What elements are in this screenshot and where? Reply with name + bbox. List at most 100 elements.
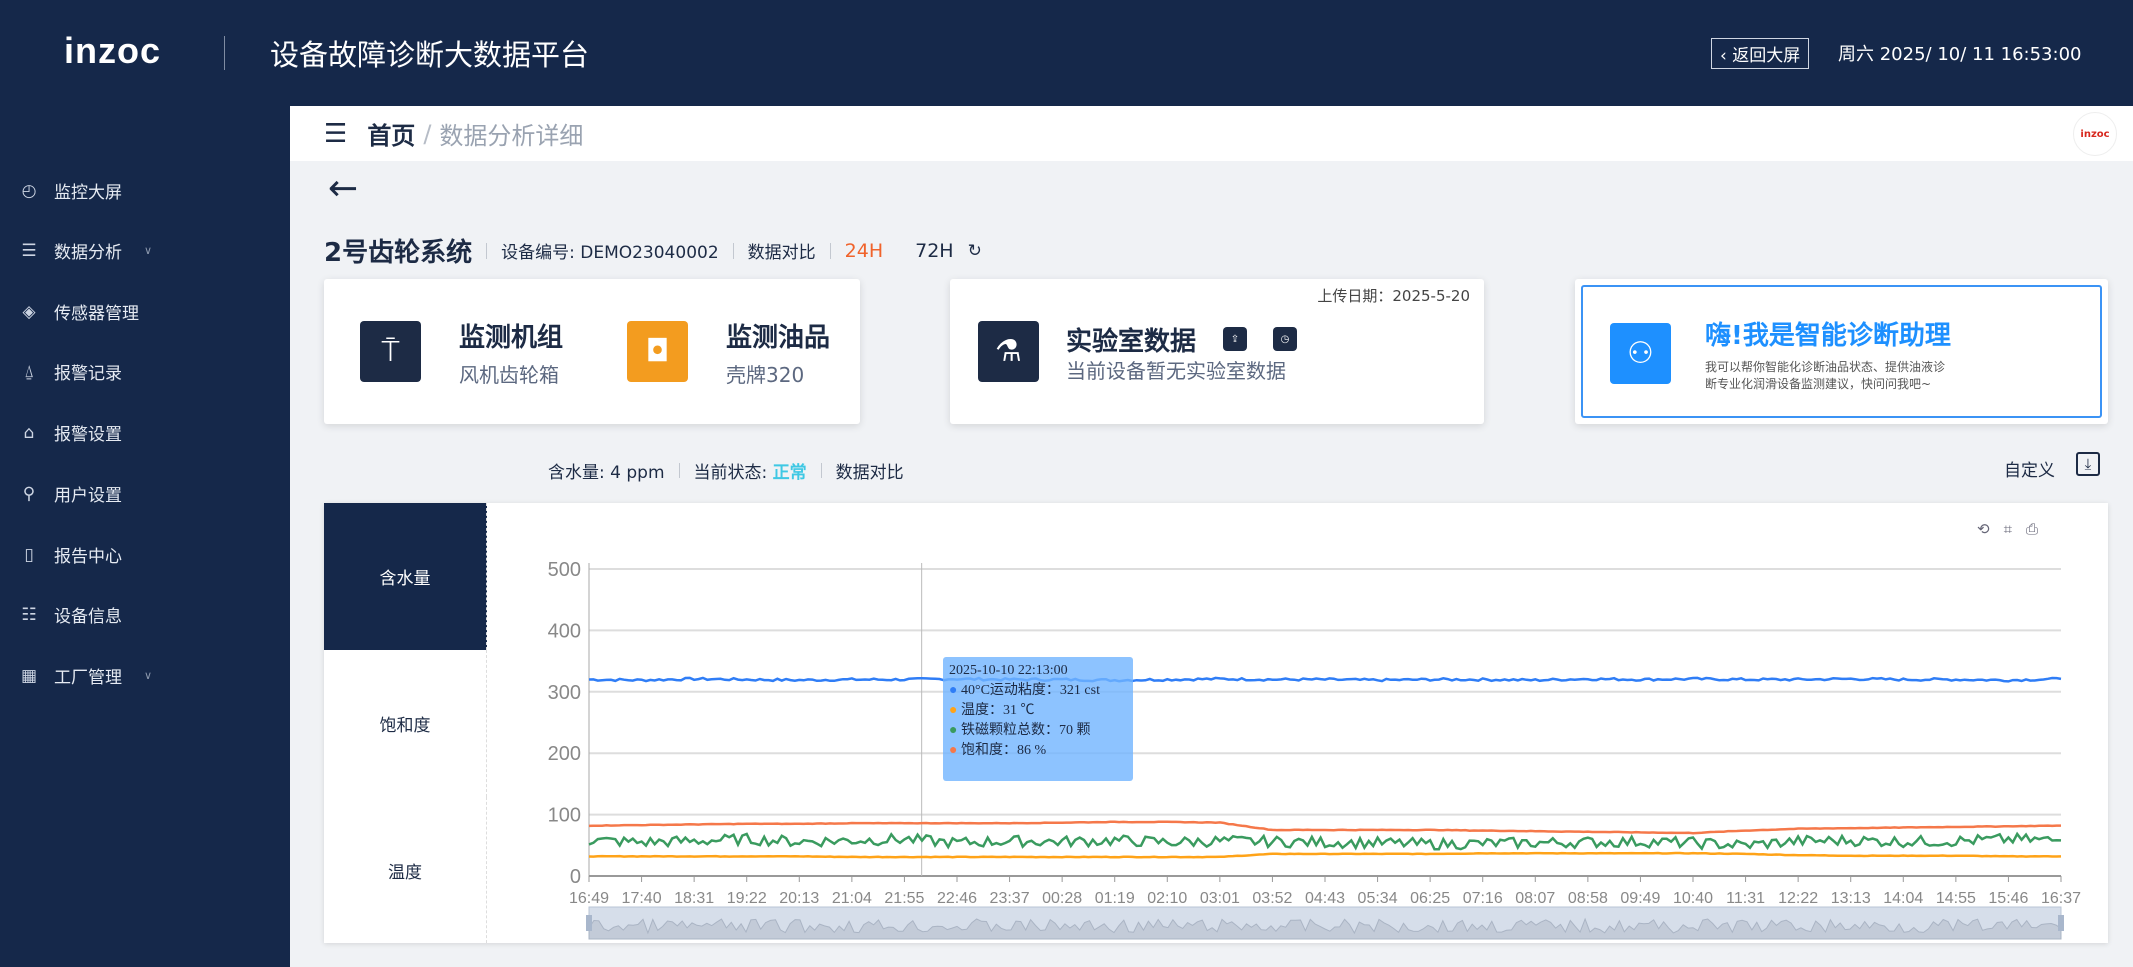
user-icon: ⚲ bbox=[22, 483, 36, 504]
device-name: 2号齿轮系统 bbox=[324, 238, 473, 268]
assistant-card[interactable]: ⚇ 嗨!我是智能诊断助理 我可以帮你智能化诊断油品状态、提供油液诊 断专业化润滑设… bbox=[1575, 279, 2108, 424]
refresh-icon[interactable]: ↻ bbox=[967, 240, 982, 261]
logo: inzoc bbox=[64, 30, 162, 71]
x-tick-label: 12:22 bbox=[1778, 890, 1818, 907]
x-tick-label: 14:55 bbox=[1936, 890, 1976, 907]
sidebar-item-monitor[interactable]: ◴ 监控大屏 bbox=[18, 178, 122, 204]
chart-tooltip: 2025-10-10 22:13:00 ● 40°C运动粘度：321 cst ●… bbox=[943, 657, 1133, 781]
menu-collapse-icon[interactable]: ☰ bbox=[324, 118, 348, 149]
restore-icon[interactable]: ⟲ bbox=[1977, 520, 1990, 538]
x-tick-label: 22:46 bbox=[937, 890, 977, 907]
device-title-row: 2号齿轮系统 设备编号: DEMO23040002 数据对比 24H 72H ↻ bbox=[324, 232, 982, 269]
oil-barrel-icon: ◘ bbox=[627, 321, 688, 382]
sidebar-item-alarm-settings[interactable]: ⌂ 报警设置 bbox=[18, 420, 122, 446]
y-tick-label: 400 bbox=[548, 620, 581, 642]
datazoom-preview bbox=[588, 917, 2062, 940]
x-tick-label: 16:37 bbox=[2041, 890, 2081, 907]
report-icon: ▯ bbox=[24, 544, 34, 565]
tab-temperature[interactable]: 温度 bbox=[324, 797, 487, 943]
customize-button[interactable]: 自定义 bbox=[2004, 461, 2055, 481]
water-value: 4 ppm bbox=[610, 463, 665, 483]
series-line-1 bbox=[588, 851, 2062, 859]
layers-icon: ◈ bbox=[22, 301, 36, 322]
microscope-icon: ⚗ bbox=[978, 321, 1039, 382]
x-tick-label: 03:01 bbox=[1200, 890, 1240, 907]
dashboard-gauge-icon: ◴ bbox=[21, 180, 37, 201]
alarm-setting-icon: ⌂ bbox=[23, 422, 35, 443]
datetime: 周六 2025/ 10/ 11 16:53:00 bbox=[1838, 44, 2082, 65]
grid-icon: ▦ bbox=[20, 665, 38, 686]
avatar[interactable]: inzoc bbox=[2073, 112, 2117, 156]
history-icon[interactable]: ◷ bbox=[1273, 327, 1297, 351]
x-tick-label: 21:04 bbox=[832, 890, 872, 907]
x-tick-label: 07:16 bbox=[1463, 890, 1503, 907]
robot-icon: ⚇ bbox=[1610, 323, 1671, 384]
chart-panel: 含水量 饱和度 温度 ⟲ ⌗ ⎙ 0 100 200 300 400 500 16:49 17:4… bbox=[324, 503, 2108, 943]
range-24h[interactable]: 24H bbox=[844, 239, 884, 262]
zoom-select-icon[interactable]: ⌗ bbox=[2003, 520, 2013, 538]
status-row: 含水量: 4 ppm 当前状态: 正常 数据对比 bbox=[548, 458, 904, 483]
x-tick-label: 19:22 bbox=[727, 890, 767, 907]
sidebar-item-reports[interactable]: ▯ 报告中心 bbox=[18, 542, 122, 568]
breadcrumb-home[interactable]: 首页 bbox=[367, 122, 416, 150]
sidebar-item-factory[interactable]: ▦ 工厂管理 ∨ bbox=[18, 663, 153, 689]
x-tick-label: 05:34 bbox=[1358, 890, 1398, 907]
top-header: inzoc 设备故障诊断大数据平台 ‹ 返回大屏 周六 2025/ 10/ 11… bbox=[0, 0, 2133, 106]
status-badge: 正常 bbox=[772, 463, 807, 483]
sidebar-item-device-info[interactable]: ☷ 设备信息 bbox=[18, 602, 122, 628]
x-tick-label: 01:19 bbox=[1095, 890, 1135, 907]
sidebar: ◴ 监控大屏 ☰ 数据分析 ∨ ◈ 传感器管理 ⍙ 报警记录 ⌂ 报警设置 ⚲ 用户设置 ▯ 报… bbox=[0, 106, 290, 967]
x-tick-label: 14:04 bbox=[1883, 890, 1923, 907]
x-tick-label: 08:58 bbox=[1568, 890, 1608, 907]
y-tick-label: 200 bbox=[548, 743, 581, 765]
compare-link[interactable]: 数据对比 bbox=[747, 243, 816, 263]
back-to-dashboard-button[interactable]: ‹ 返回大屏 bbox=[1711, 38, 1810, 69]
x-tick-label: 00:28 bbox=[1042, 890, 1082, 907]
x-tick-label: 03:52 bbox=[1252, 890, 1292, 907]
sidebar-item-analysis[interactable]: ☰ 数据分析 ∨ bbox=[18, 238, 152, 264]
tab-water[interactable]: 含水量 bbox=[324, 503, 487, 650]
y-tick-label: 0 bbox=[570, 866, 581, 888]
y-tick-label: 300 bbox=[548, 682, 581, 704]
chevron-left-icon: ‹ bbox=[1720, 46, 1733, 66]
back-arrow-icon[interactable]: ← bbox=[328, 168, 359, 209]
tab-saturation[interactable]: 饱和度 bbox=[324, 650, 487, 797]
compare-link[interactable]: 数据对比 bbox=[835, 463, 904, 483]
x-tick-label: 23:37 bbox=[990, 890, 1030, 907]
x-tick-label: 06:25 bbox=[1410, 890, 1450, 907]
monitor-card: ⍑ 监测机组 风机齿轮箱 ◘ 监测油品 壳牌320 bbox=[324, 279, 860, 424]
x-tick-label: 02:10 bbox=[1147, 890, 1187, 907]
line-chart[interactable]: 0 100 200 300 400 500 16:49 17:40 18:31 19:22 20:1… bbox=[324, 503, 2108, 943]
x-tick-label: 21:55 bbox=[884, 890, 924, 907]
device-code: 设备编号: DEMO23040002 bbox=[501, 243, 719, 263]
sidebar-item-alarm-records[interactable]: ⍙ 报警记录 bbox=[18, 359, 122, 385]
x-tick-label: 08:07 bbox=[1515, 890, 1555, 907]
x-tick-label: 11:31 bbox=[1726, 890, 1765, 907]
x-tick-label: 20:13 bbox=[779, 890, 819, 907]
y-tick-label: 500 bbox=[548, 559, 581, 581]
machine-icon: ⍑ bbox=[360, 321, 421, 382]
sliders-icon: ☷ bbox=[21, 604, 37, 625]
save-image-icon[interactable]: ⎙ bbox=[2026, 520, 2039, 538]
x-tick-label: 13:13 bbox=[1831, 890, 1871, 907]
divider bbox=[224, 36, 225, 70]
app-title: 设备故障诊断大数据平台 bbox=[270, 38, 590, 72]
lab-data-card[interactable]: 上传日期：2025-5-20 ⚗ 实验室数据 ⇪ ◷ 当前设备暂无实验室数据 bbox=[950, 279, 1484, 424]
series-line-3 bbox=[588, 820, 2062, 835]
upload-icon[interactable]: ⇪ bbox=[1223, 327, 1247, 351]
sidebar-item-user-settings[interactable]: ⚲ 用户设置 bbox=[18, 481, 122, 507]
x-tick-label: 04:43 bbox=[1305, 890, 1345, 907]
chevron-down-icon: ∨ bbox=[144, 669, 153, 682]
sidebar-item-sensors[interactable]: ◈ 传感器管理 bbox=[18, 299, 139, 325]
x-tick-label: 17:40 bbox=[622, 890, 662, 907]
x-tick-label: 10:40 bbox=[1673, 890, 1713, 907]
breadcrumb-current: 数据分析详细 bbox=[439, 122, 584, 150]
breadcrumb-bar: ☰ 首页 / 数据分析详细 inzoc bbox=[290, 106, 2133, 161]
download-icon[interactable]: ⤓ bbox=[2076, 452, 2100, 476]
series-line-0 bbox=[588, 676, 2062, 683]
range-72h[interactable]: 72H bbox=[915, 239, 954, 262]
x-tick-label: 15:46 bbox=[1988, 890, 2028, 907]
analysis-list-icon: ☰ bbox=[21, 240, 37, 261]
datazoom-handle-left bbox=[586, 915, 592, 931]
datazoom-handle-right bbox=[2058, 915, 2064, 931]
